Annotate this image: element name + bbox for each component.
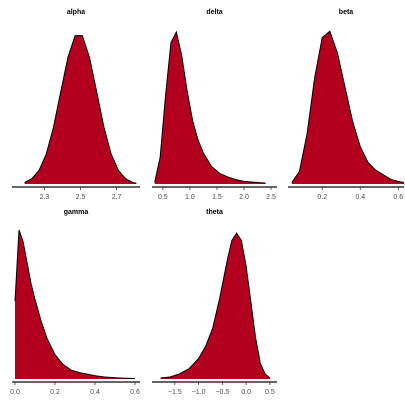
x-tick-label: 2.7 xyxy=(112,194,122,201)
density-area xyxy=(14,229,136,380)
density-area xyxy=(160,232,271,379)
density-area xyxy=(154,30,266,184)
x-tick-label: 2.5 xyxy=(266,194,276,201)
x-tick-label: −1.5 xyxy=(168,389,182,396)
x-tick-label: 1.0 xyxy=(185,194,195,201)
density-fill xyxy=(291,31,404,184)
density-fill xyxy=(154,32,266,184)
density-fill xyxy=(24,35,137,184)
x-tick-label: 0.5 xyxy=(158,194,168,201)
density-area xyxy=(291,30,405,183)
density-fill xyxy=(160,233,270,379)
panel-title: gamma xyxy=(64,209,89,216)
panel-title: delta xyxy=(206,9,222,16)
x-tick-label: 0.6 xyxy=(393,194,403,201)
x-tick-label: −1.0 xyxy=(192,389,206,396)
density-area xyxy=(24,35,137,184)
x-tick-label: 2.0 xyxy=(239,194,249,201)
x-tick-label: 0.6 xyxy=(130,389,140,396)
x-tick-label: 0.4 xyxy=(90,389,100,396)
x-tick-label: 2.5 xyxy=(76,194,86,201)
x-tick-label: 0.2 xyxy=(50,389,60,396)
x-tick-label: 0.0 xyxy=(10,389,20,396)
x-tick-label: 2.3 xyxy=(40,194,50,201)
x-tick-label: 0.0 xyxy=(241,389,251,396)
x-tick-label: −0.5 xyxy=(215,389,229,396)
x-tick-label: 0.4 xyxy=(355,194,365,201)
panel-title: beta xyxy=(339,9,354,16)
panel-title: alpha xyxy=(67,9,85,16)
x-tick-label: 0.2 xyxy=(317,194,327,201)
density-fill xyxy=(15,229,135,379)
x-tick-label: 1.5 xyxy=(212,194,222,201)
x-tick-label: 0.5 xyxy=(265,389,275,396)
panel-title: theta xyxy=(206,209,223,216)
